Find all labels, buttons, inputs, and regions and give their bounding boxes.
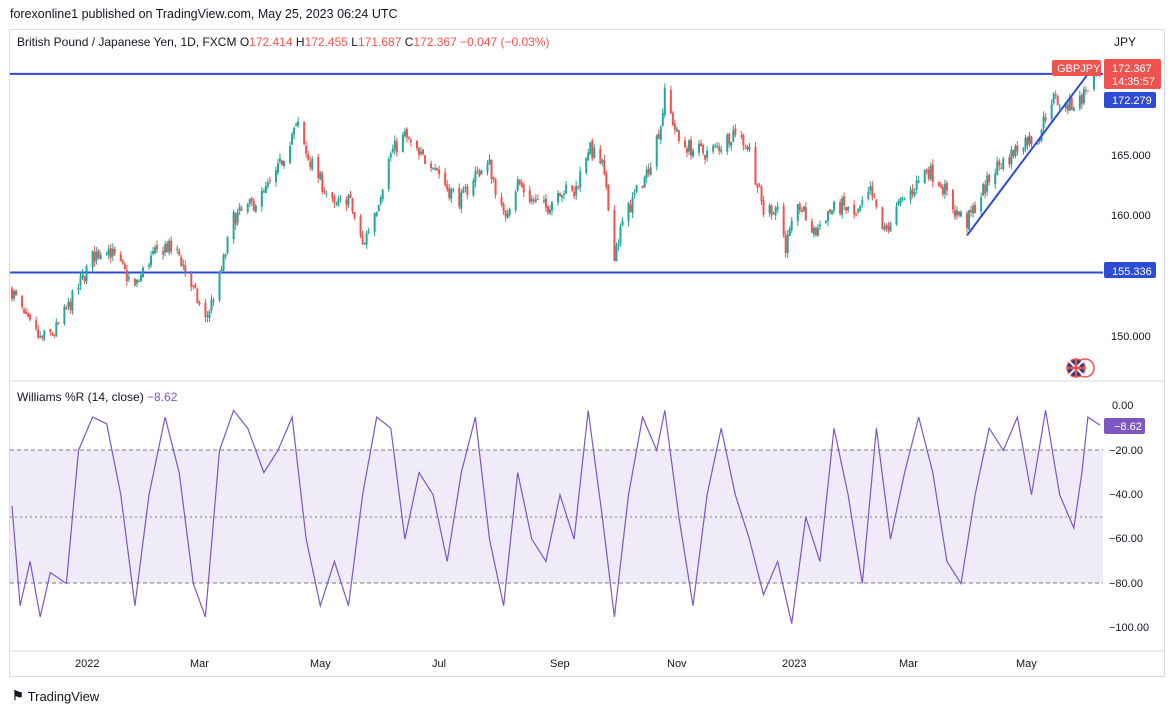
brand-name[interactable]: TradingView (27, 688, 100, 704)
high-label: H (295, 35, 305, 49)
close-value: 172.367 (413, 35, 457, 49)
high-value: 172.455 (304, 35, 348, 49)
currency-label: JPY (1114, 35, 1137, 49)
footer: ⚑ TradingView (12, 688, 99, 704)
open-label: O (239, 35, 250, 49)
indicator-title[interactable]: Williams %R (14, close) (17, 390, 144, 404)
indicator-value: −8.62 (147, 390, 178, 404)
low-label: L (351, 35, 358, 49)
indicator-legend: Williams %R (14, close) −8.62 (17, 390, 177, 404)
tradingview-logo-icon[interactable]: ⚑ (12, 688, 24, 703)
open-value: 172.414 (249, 35, 293, 49)
symbol-title[interactable]: British Pound / Japanese Yen, 1D, FXCM (17, 35, 237, 49)
chart-frame[interactable] (9, 29, 1165, 677)
low-value: 171.687 (357, 35, 402, 49)
change-value: −0.047 (−0.03%) (460, 35, 550, 49)
close-label: C (404, 35, 414, 49)
symbol-legend: British Pound / Japanese Yen, 1D, FXCM O… (17, 35, 550, 49)
publisher-line: forexonline1 published on TradingView.co… (10, 7, 398, 21)
